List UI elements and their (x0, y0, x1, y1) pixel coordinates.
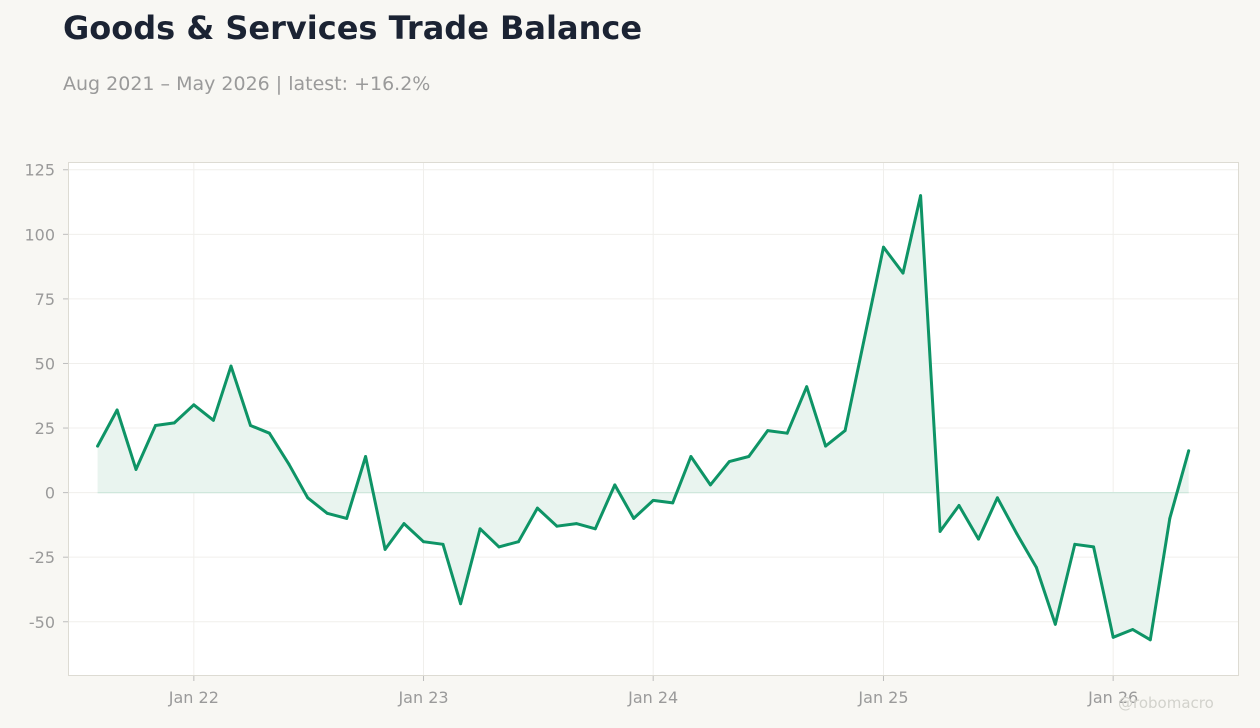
data-point (287, 462, 291, 466)
data-point (671, 501, 675, 505)
data-point (249, 424, 252, 427)
data-point (1053, 622, 1057, 626)
y-tick-label: 50 (35, 354, 55, 373)
data-point (766, 429, 770, 432)
data-point (497, 545, 501, 549)
x-tick-label: Jan 24 (627, 688, 678, 707)
data-point (689, 455, 693, 458)
chart-title: Goods & Services Trade Balance (63, 9, 643, 47)
data-point (1073, 542, 1077, 546)
data-point (1092, 545, 1095, 549)
data-point (1015, 532, 1019, 536)
data-point (154, 424, 157, 427)
data-point (843, 429, 847, 432)
data-point (517, 540, 520, 544)
data-point (459, 602, 462, 606)
data-point (957, 504, 961, 507)
x-tick-label: Jan 25 (857, 688, 908, 707)
data-point (268, 431, 271, 435)
data-point (709, 483, 712, 487)
data-point (1035, 566, 1038, 569)
data-point (727, 460, 731, 463)
data-point (172, 421, 176, 425)
data-point (96, 444, 99, 448)
data-point (862, 338, 866, 342)
data-point (441, 542, 445, 546)
data-point (996, 496, 999, 500)
data-point (345, 517, 349, 520)
y-axis: 125 100 75 50 25 0 -25 -50 (24, 161, 68, 632)
series-line (96, 194, 1191, 642)
data-point (651, 499, 655, 502)
data-point (1168, 517, 1172, 520)
data-point (306, 496, 310, 500)
data-point (824, 444, 827, 448)
data-point (115, 408, 119, 412)
data-point (882, 245, 885, 249)
data-point (555, 524, 559, 528)
y-tick-label: -25 (29, 548, 55, 567)
data-point (1187, 449, 1191, 453)
data-point (785, 431, 789, 435)
y-tick-label: 125 (24, 161, 55, 180)
chart-subtitle: Aug 2021 – May 2026 | latest: +16.2% (63, 73, 431, 95)
data-point (192, 403, 196, 407)
y-tick-label: -50 (29, 613, 55, 632)
watermark: @robomacro (1118, 694, 1214, 712)
data-point (593, 527, 597, 531)
data-point (364, 455, 367, 458)
data-point (229, 364, 233, 368)
y-tick-label: 75 (35, 290, 55, 309)
data-point (422, 540, 425, 544)
data-point (747, 455, 751, 458)
data-point (212, 418, 215, 422)
data-points (96, 194, 1191, 642)
x-axis: Jan 22 Jan 23 Jan 24 Jan 25 Jan 26 (168, 676, 1138, 707)
data-point (919, 194, 922, 198)
data-point (325, 511, 329, 515)
data-point (383, 548, 387, 551)
plot-border (68, 162, 1239, 676)
data-point (901, 271, 905, 275)
x-tick-label: Jan 23 (397, 688, 448, 707)
data-point (1131, 628, 1135, 631)
y-tick-label: 100 (24, 225, 55, 244)
data-point (938, 530, 942, 533)
data-point (478, 527, 482, 531)
data-point (536, 506, 539, 510)
data-point (575, 522, 578, 525)
data-point (613, 483, 617, 487)
data-point (977, 537, 980, 541)
data-point (134, 468, 138, 471)
data-point (1148, 638, 1152, 642)
area-fill (97, 195, 1189, 640)
data-point (632, 517, 636, 520)
data-point (805, 385, 809, 389)
data-point (1111, 635, 1115, 639)
x-tick-label: Jan 22 (168, 688, 219, 707)
data-point (402, 522, 406, 525)
y-tick-label: 0 (45, 484, 55, 503)
x-tick-label: Jan 26 (1087, 688, 1138, 707)
y-tick-label: 25 (35, 419, 55, 438)
